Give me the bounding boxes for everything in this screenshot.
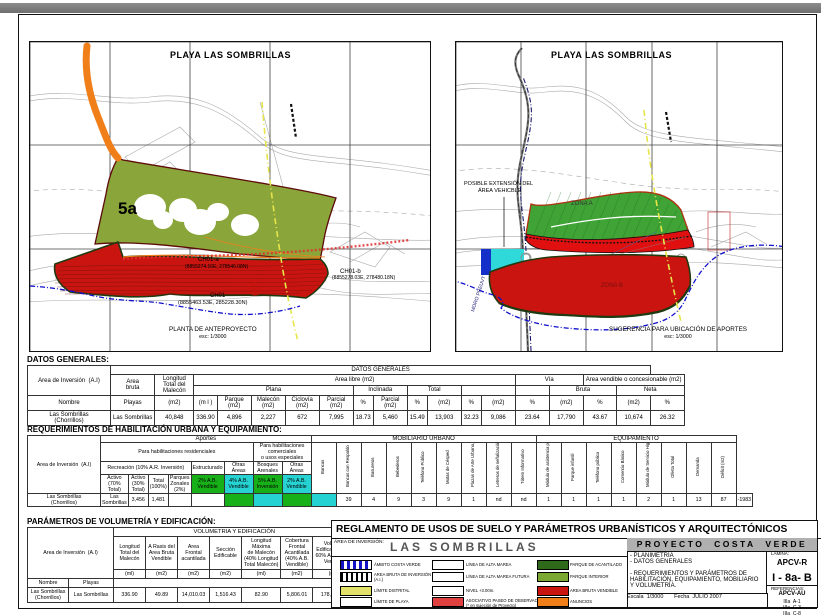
svg-text:5a: 5a [118, 199, 137, 218]
svg-text:CH01-a: CH01-a [198, 257, 219, 263]
svg-text:(8855278.03E, 278480.18N): (8855278.03E, 278480.18N) [332, 275, 395, 281]
svg-text:MORO PREUVT: MORO PREUVT [470, 275, 487, 312]
svg-text:ÁREA VEHICBLE: ÁREA VEHICBLE [478, 187, 522, 194]
svg-text:(8855274.16E, 278546.08N): (8855274.16E, 278546.08N) [185, 264, 248, 270]
svg-text:POSIBLE EXTENSIÓN DEL: POSIBLE EXTENSIÓN DEL [464, 180, 533, 187]
svg-text:ZONA A: ZONA A [571, 201, 593, 207]
svg-text:(8855463.53E, 285228.30N): (8855463.53E, 285228.30N) [178, 300, 248, 306]
svg-text:CH01: CH01 [210, 293, 226, 299]
svg-text:ZONA B: ZONA B [601, 283, 623, 289]
